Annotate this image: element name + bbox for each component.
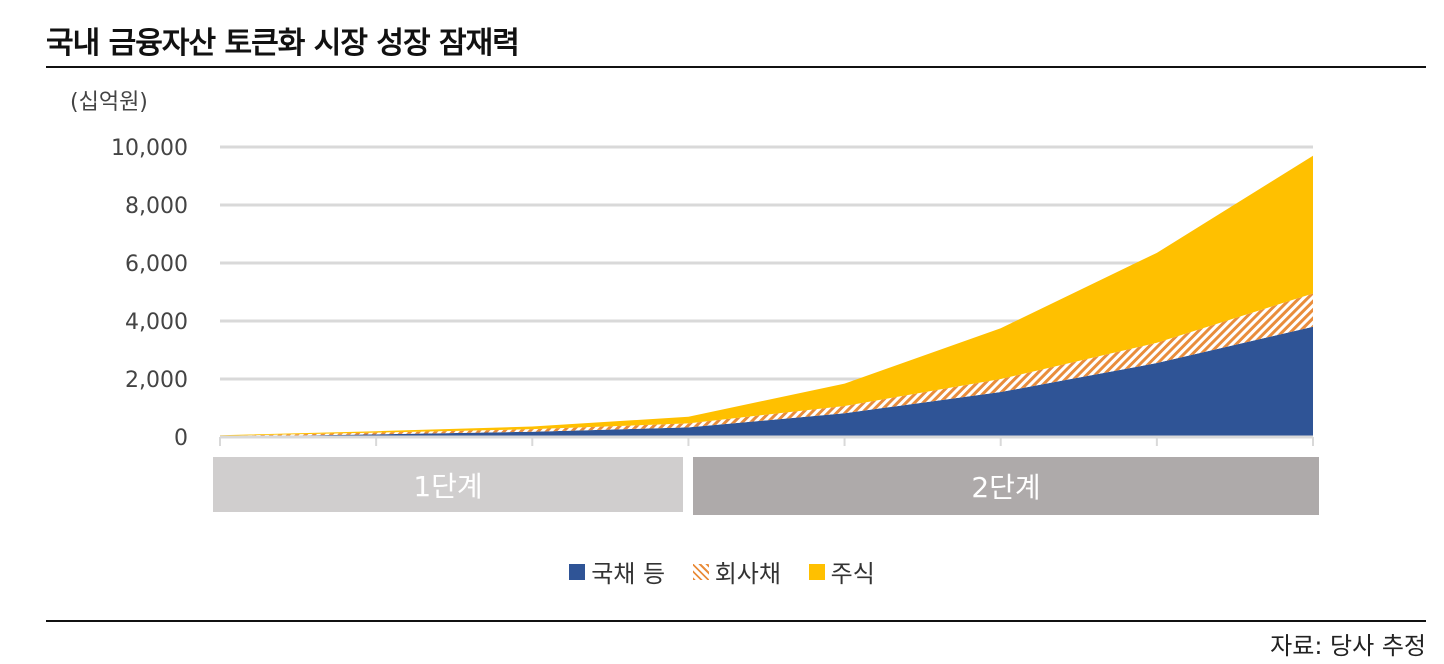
area-series-1	[220, 326, 1313, 437]
chart-title: 국내 금융자산 토큰화 시장 성장 잠재력	[46, 26, 520, 61]
y-tick-label: 2,000	[125, 368, 188, 393]
legend-swatch-stocks	[808, 563, 825, 580]
legend-item-stocks: 주식	[808, 554, 875, 589]
y-tick-label: 6,000	[125, 252, 188, 277]
legend-swatch-gov-bonds	[569, 563, 586, 580]
y-tick-label: 10,000	[111, 136, 188, 161]
footer-divider	[46, 620, 1426, 622]
legend-label-corp-bonds: 회사채	[714, 560, 781, 588]
source-note: 자료: 당사 추정	[1270, 632, 1426, 660]
stage-1-label: 1단계	[413, 469, 483, 503]
stage-2-band: 2단계	[693, 457, 1319, 515]
y-axis-ticks: 0 2,000 4,000 6,000 8,000 10,000	[111, 136, 188, 451]
stage-1-band: 1단계	[213, 457, 683, 512]
stage-2-label: 2단계	[971, 471, 1041, 504]
legend-label-stocks: 주식	[830, 560, 875, 588]
legend-swatch-corp-bonds	[692, 563, 709, 580]
legend-item-gov-bonds: 국채 등	[569, 554, 665, 589]
y-tick-label: 4,000	[125, 310, 188, 335]
y-tick-label: 8,000	[125, 194, 188, 219]
legend-item-corp-bonds: 회사채	[692, 554, 781, 589]
area-series-2	[220, 293, 1313, 437]
legend: 국채 등 회사채 주식	[0, 554, 1444, 589]
unit-label: (십억원)	[70, 90, 148, 115]
title-divider	[46, 66, 1426, 68]
gridlines	[220, 145, 1313, 381]
x-axis	[219, 435, 1314, 446]
area-series-3	[220, 155, 1313, 436]
legend-label-gov-bonds: 국채 등	[591, 560, 666, 588]
series-areas	[220, 155, 1313, 437]
y-tick-label: 0	[174, 426, 188, 451]
